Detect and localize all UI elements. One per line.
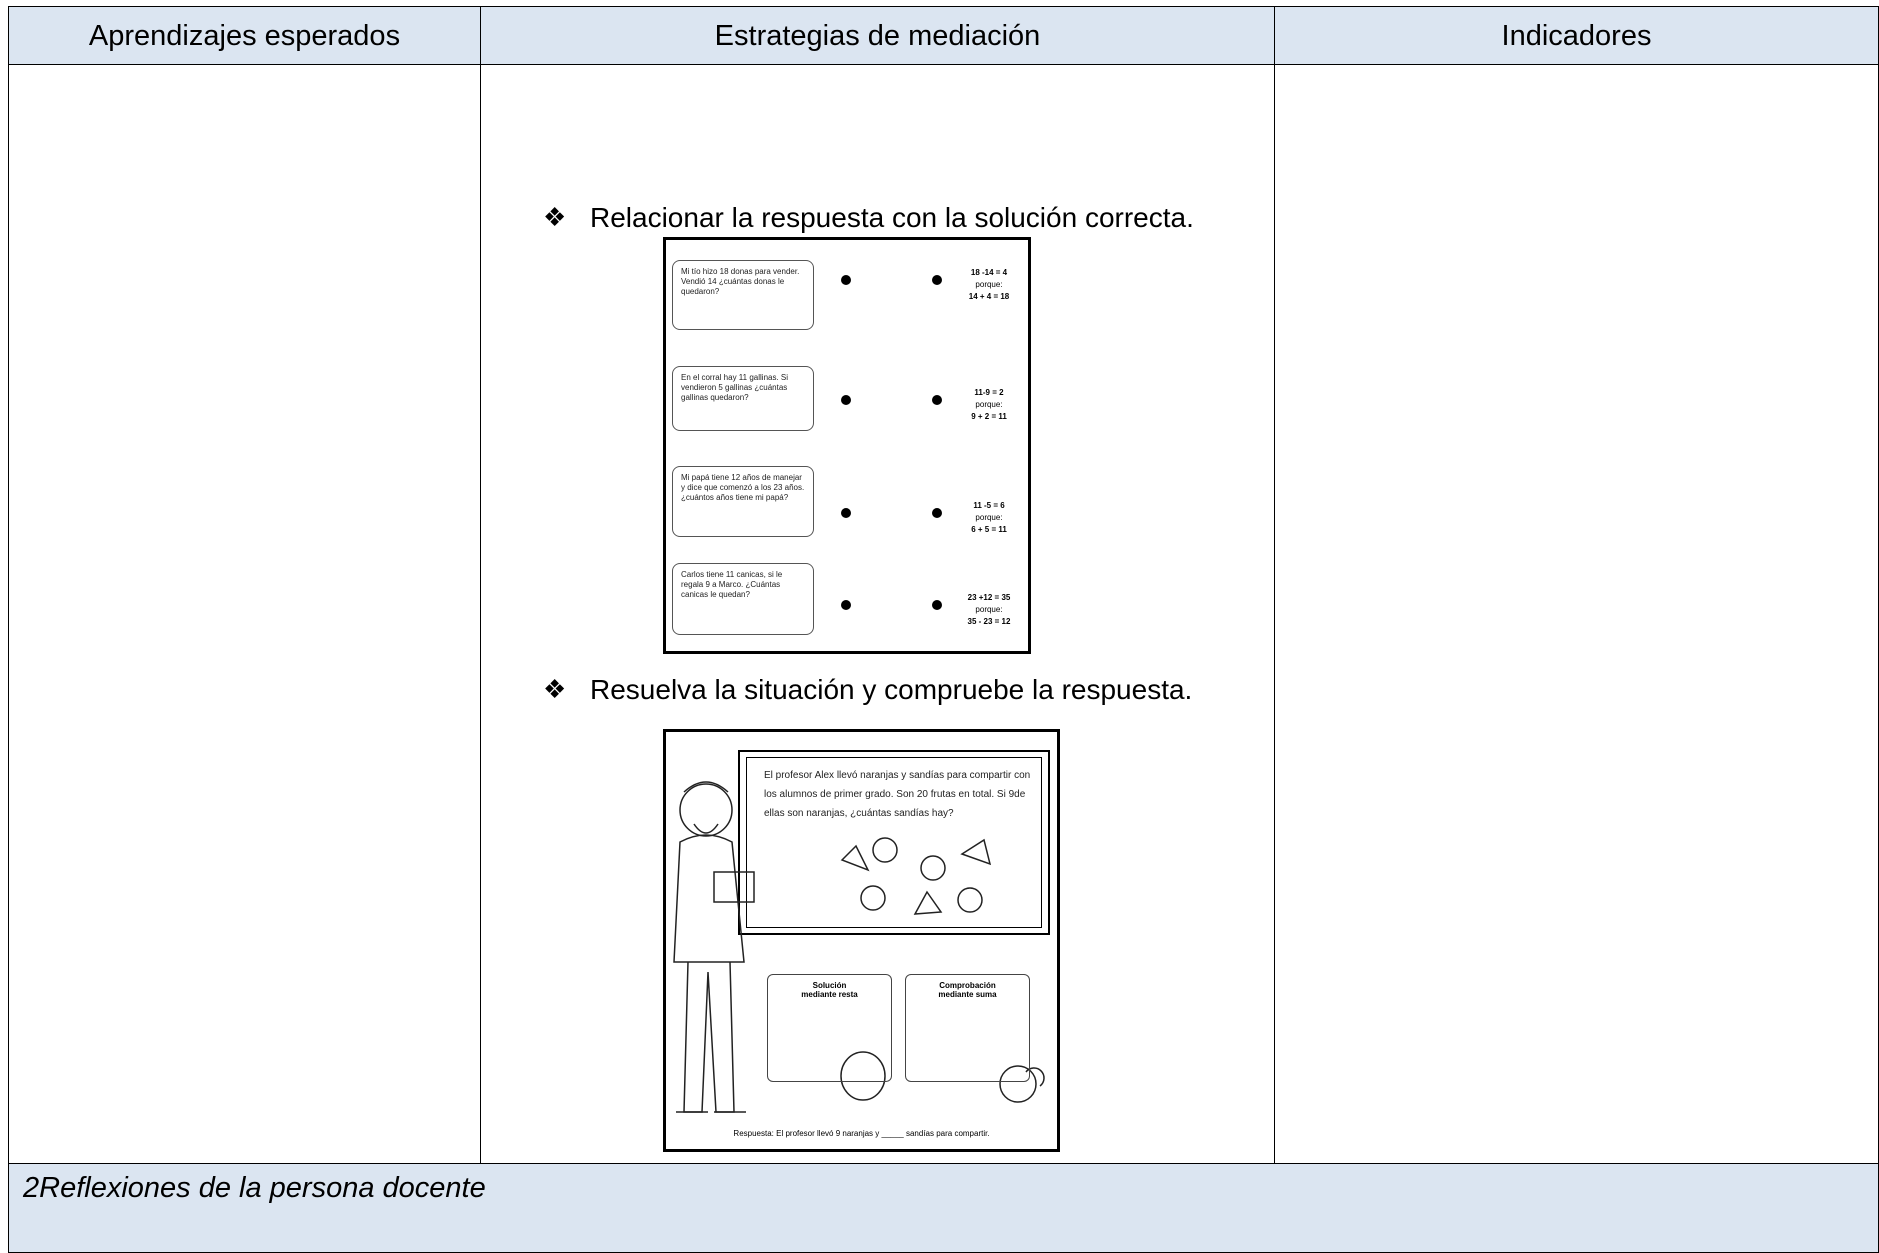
bullet-icon: ❖ <box>543 674 567 704</box>
footer-text: 2Reflexiones de la persona docente <box>23 1172 486 1204</box>
match-dot <box>841 600 851 610</box>
board <box>738 750 1050 935</box>
box-label: Solución mediante resta <box>801 981 858 999</box>
match-dot <box>932 395 942 405</box>
match-dot <box>841 508 851 518</box>
equation-line: 18 -14 = 4 <box>970 268 1008 277</box>
equation-line: porque: <box>975 513 1003 522</box>
match-dot <box>932 600 942 610</box>
answer-line: Respuesta: El profesor llevó 9 naranjas … <box>733 1129 990 1138</box>
board-inner <box>746 757 1042 928</box>
problem-box: Carlos tiene 11 canicas, si le regala 9 … <box>672 563 814 635</box>
header-cell: Indicadores <box>1274 6 1879 65</box>
match-dot <box>841 275 851 285</box>
equation-line: 35 - 23 = 12 <box>967 617 1011 626</box>
equation: 23 +12 = 35 porque: 35 - 23 = 12 <box>944 592 1034 628</box>
box-label: Comprobación mediante suma <box>938 981 997 999</box>
equation: 18 -14 = 4 porque: 14 + 4 = 18 <box>944 267 1034 303</box>
cell <box>1274 64 1879 1164</box>
cell <box>8 64 481 1164</box>
bullet-text: Relacionar la respuesta con la solución … <box>590 202 1194 233</box>
equation-line: 11-9 = 2 <box>974 388 1004 397</box>
footer-row: 2Reflexiones de la persona docente <box>8 1163 1879 1253</box>
illustration <box>673 781 1045 1113</box>
answer-box: Solución mediante resta <box>767 974 892 1082</box>
bullet-text: Resuelva la situación y compruebe la res… <box>590 674 1193 705</box>
equation: 11 -5 = 6 porque: 6 + 5 = 11 <box>944 500 1034 536</box>
match-dot <box>841 395 851 405</box>
worksheet-image: Mi tío hizo 18 donas para vender. Vendió… <box>663 237 1031 654</box>
header-cell: Aprendizajes esperados <box>8 6 481 65</box>
match-dot <box>932 275 942 285</box>
match-dot <box>932 508 942 518</box>
equation-line: porque: <box>975 605 1003 614</box>
equation-line: porque: <box>975 400 1003 409</box>
equation-line: porque: <box>975 280 1003 289</box>
problem-box: En el corral hay 11 gallinas. Si vendier… <box>672 366 814 431</box>
equation-line: 6 + 5 = 11 <box>971 525 1007 534</box>
header-cell: Estrategias de mediación <box>480 6 1275 65</box>
equation: 11-9 = 2 porque: 9 + 2 = 11 <box>944 387 1034 423</box>
worksheet-image: El profesor Alex llevó naranjas y sandía… <box>663 729 1060 1152</box>
equation-line: 11 -5 = 6 <box>973 501 1005 510</box>
problem-box: Mi tío hizo 18 donas para vender. Vendió… <box>672 260 814 330</box>
equation-line: 14 + 4 = 18 <box>968 292 1010 301</box>
problem-box: Mi papá tiene 12 años de manejar y dice … <box>672 466 814 537</box>
problem-text: El profesor Alex llevó naranjas y sandía… <box>764 770 1031 819</box>
equation-line: 23 +12 = 35 <box>967 593 1011 602</box>
answer-box: Comprobación mediante suma <box>905 974 1030 1082</box>
equation-line: 9 + 2 = 11 <box>971 412 1007 421</box>
bullet-icon: ❖ <box>543 202 567 232</box>
